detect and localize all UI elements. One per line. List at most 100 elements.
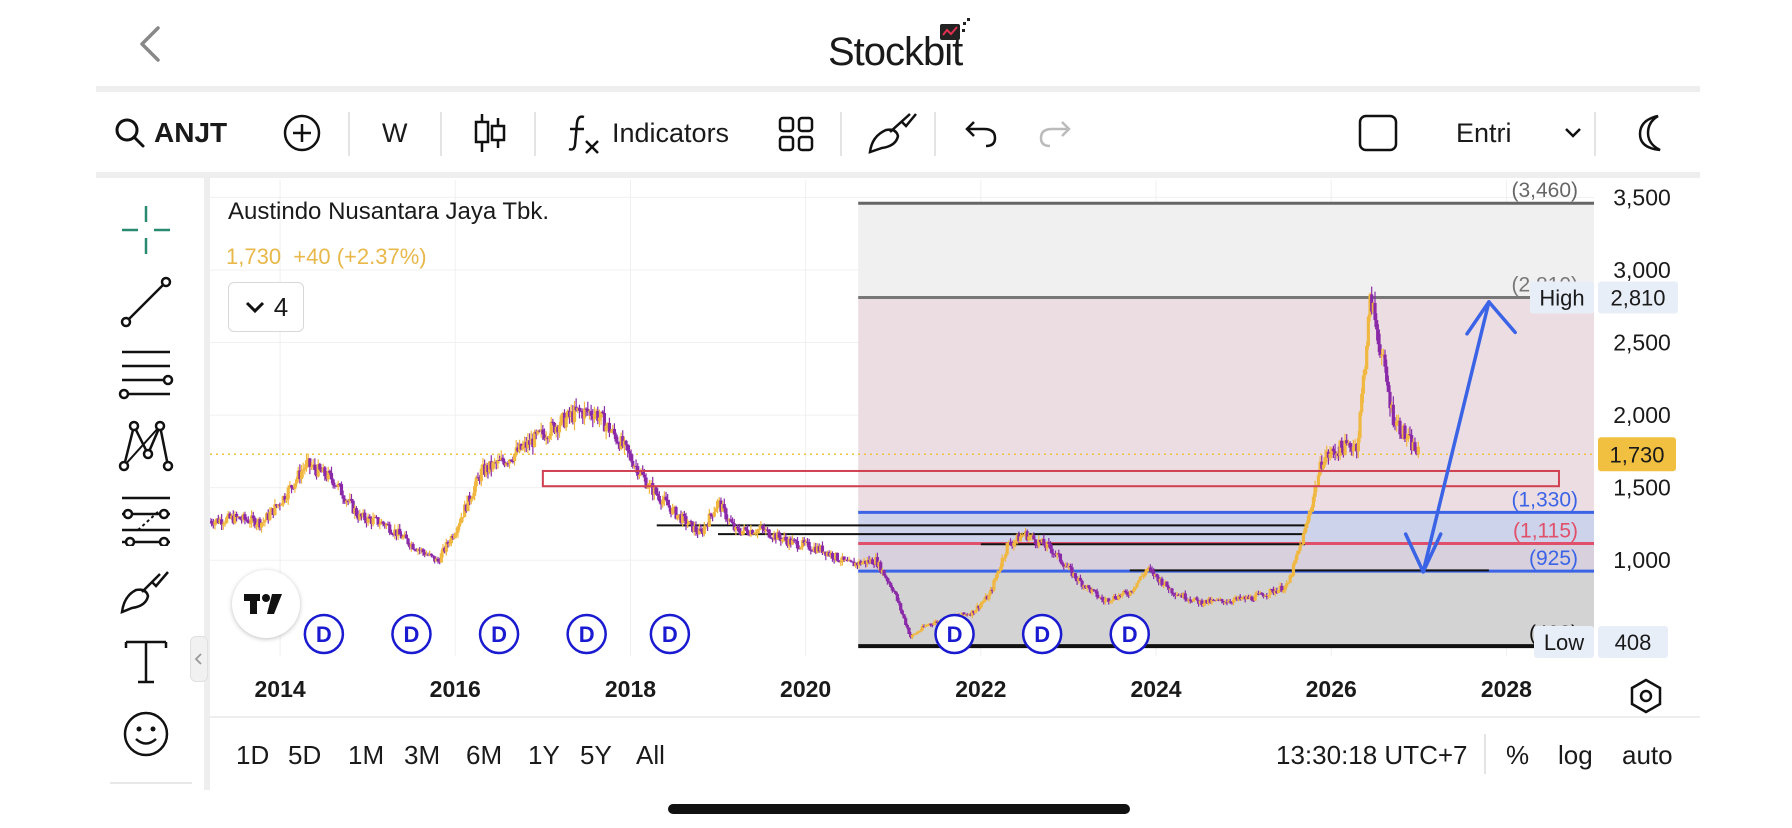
candle-body <box>1393 425 1397 427</box>
dividend-marker[interactable] <box>1021 613 1063 655</box>
candle-body <box>692 526 696 532</box>
period-6m[interactable]: 6M <box>466 740 503 770</box>
trend-line-icon[interactable] <box>118 274 174 330</box>
prediction-tools-icon[interactable] <box>118 490 174 546</box>
drawing-brush-icon[interactable] <box>866 110 920 156</box>
add-symbol-icon[interactable] <box>282 113 322 153</box>
dividend-marker[interactable] <box>934 613 975 655</box>
symbol-search-button[interactable]: ANJT <box>114 92 227 174</box>
auto-scale-toggle[interactable]: auto <box>1622 740 1673 770</box>
candle-body <box>236 516 240 518</box>
candle-body <box>784 536 788 541</box>
candle-body <box>671 507 675 514</box>
pattern-xabcd-icon[interactable] <box>118 418 174 474</box>
candle-type-icon[interactable] <box>472 112 508 154</box>
candle-body <box>1285 583 1289 587</box>
indicators-button[interactable]: Indicators <box>566 92 729 174</box>
candle-body <box>1048 543 1053 549</box>
candle-body <box>1298 545 1302 551</box>
back-icon[interactable] <box>130 22 170 66</box>
layout-grid-icon[interactable] <box>778 116 814 152</box>
candle-body <box>789 538 793 545</box>
dividend-marker-label: D <box>491 622 507 647</box>
candle-body <box>1150 569 1154 571</box>
candle-body <box>762 528 766 532</box>
candle-body <box>507 459 512 464</box>
candle-body <box>1140 575 1144 577</box>
indicator-collapse-button[interactable]: 4 <box>228 282 304 332</box>
log-scale-toggle[interactable]: log <box>1558 740 1593 770</box>
tradingview-logo[interactable] <box>232 570 300 638</box>
candle-body <box>464 504 468 512</box>
candle-body <box>1371 302 1375 312</box>
candle-body <box>727 519 731 521</box>
candle-body <box>376 517 380 525</box>
candle-body <box>391 534 395 536</box>
candle-body <box>609 431 613 433</box>
order-entry-dropdown[interactable]: Entri <box>1456 92 1582 174</box>
percent-scale-toggle[interactable]: % <box>1506 740 1530 770</box>
candle-body <box>1333 451 1337 455</box>
candle-body <box>1057 553 1061 555</box>
period-5d[interactable]: 5D <box>288 740 322 770</box>
candle-body <box>259 522 264 528</box>
crosshair-icon[interactable] <box>118 202 174 258</box>
candle-body <box>408 544 412 548</box>
candle-body <box>1137 580 1141 583</box>
candle-body <box>704 525 708 527</box>
candle-body <box>1233 597 1237 600</box>
text-tool-icon[interactable] <box>118 634 174 690</box>
toolbar-separator <box>534 112 536 156</box>
period-5y[interactable]: 5Y <box>580 740 612 770</box>
candle-body <box>276 504 280 507</box>
dividend-marker[interactable] <box>303 613 345 655</box>
period-all[interactable]: All <box>636 740 665 770</box>
candle-body <box>909 633 913 638</box>
period-3m[interactable]: 3M <box>404 740 441 770</box>
zone-rectangle[interactable] <box>541 469 1560 488</box>
candle-body <box>1345 440 1349 444</box>
period-1m[interactable]: 1M <box>348 740 385 770</box>
period-1d[interactable]: 1D <box>236 740 270 770</box>
candle-body <box>293 483 297 489</box>
price-axis[interactable]: 3,500 3,000 2,500 2,000 1,500 1,000 1,730 High 2… <box>1530 184 1678 714</box>
fib-retracement-icon[interactable] <box>118 346 174 402</box>
rectangle-drawing[interactable] <box>541 469 1560 488</box>
arrow-drawing[interactable] <box>1403 300 1517 574</box>
candle-body <box>428 553 432 556</box>
redo-icon[interactable] <box>1038 118 1072 148</box>
collapse-panel-handle[interactable] <box>190 636 208 682</box>
candle-body <box>594 410 598 414</box>
emoji-sticker-icon[interactable] <box>118 706 174 762</box>
candle-body <box>837 560 841 562</box>
candle-body <box>542 434 547 440</box>
dividend-marker[interactable] <box>391 613 432 655</box>
axis-settings-icon[interactable] <box>1630 678 1662 714</box>
dividend-marker[interactable] <box>649 613 691 655</box>
time-axis[interactable]: 2014 2016 2018 2020 2022 2024 2026 2028 <box>254 676 1532 702</box>
dividend-marker[interactable] <box>478 613 520 655</box>
timezone-clock[interactable]: 13:30:18 UTC+7 <box>1276 740 1468 770</box>
candle-body <box>1113 596 1117 599</box>
candle-body <box>218 519 222 524</box>
candle-body <box>324 476 329 480</box>
dark-mode-moon-icon[interactable] <box>1632 112 1668 154</box>
candle-body <box>557 425 562 433</box>
candle-body <box>962 612 966 615</box>
candle-body <box>1095 591 1099 597</box>
candle-body <box>348 498 352 502</box>
undo-icon[interactable] <box>964 118 998 148</box>
candle-body <box>631 460 635 468</box>
fullscreen-icon[interactable] <box>1358 114 1398 152</box>
dividend-marker[interactable] <box>566 613 607 655</box>
interval-button[interactable]: W <box>382 117 408 148</box>
dividend-marker[interactable] <box>1109 613 1150 655</box>
candle-body <box>711 515 715 517</box>
candle-body <box>1278 585 1282 591</box>
candle-body <box>364 520 369 523</box>
fib-retracement[interactable]: (3,460)(2,810)(1,330)(1,115)(925)(408) <box>858 179 1594 649</box>
brush-icon[interactable] <box>118 562 174 618</box>
candle-body <box>266 513 270 520</box>
period-1y[interactable]: 1Y <box>528 740 560 770</box>
